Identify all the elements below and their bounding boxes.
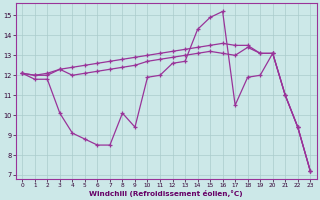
X-axis label: Windchill (Refroidissement éolien,°C): Windchill (Refroidissement éolien,°C) [90, 190, 243, 197]
